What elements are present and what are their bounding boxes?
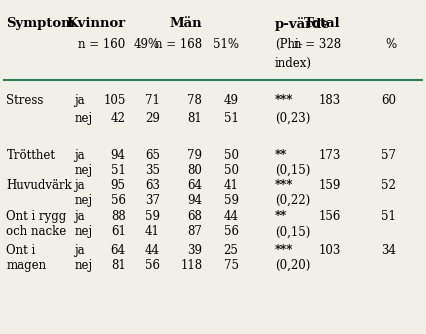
Text: 173: 173	[318, 149, 341, 162]
Text: Huvudvärk: Huvudvärk	[6, 179, 72, 192]
Text: 34: 34	[381, 244, 396, 257]
Text: 88: 88	[111, 210, 126, 223]
Text: ja: ja	[75, 149, 85, 162]
Text: magen: magen	[6, 259, 46, 272]
Text: 79: 79	[187, 149, 202, 162]
Text: 81: 81	[187, 112, 202, 125]
Text: ja: ja	[75, 244, 85, 257]
Text: 80: 80	[187, 164, 202, 177]
Text: 51: 51	[381, 210, 396, 223]
Text: ja: ja	[75, 94, 85, 107]
Text: Symptom: Symptom	[6, 17, 75, 30]
Text: 159: 159	[318, 179, 341, 192]
Text: ***: ***	[275, 244, 293, 257]
Text: Total: Total	[304, 17, 341, 30]
Text: Ont i: Ont i	[6, 244, 36, 257]
Text: p-värde: p-värde	[275, 17, 331, 31]
Text: index): index)	[275, 57, 312, 70]
Text: 51: 51	[224, 112, 239, 125]
Text: 78: 78	[187, 94, 202, 107]
Text: 59: 59	[145, 210, 160, 223]
Text: 56: 56	[224, 225, 239, 238]
Text: 39: 39	[187, 244, 202, 257]
Text: **: **	[275, 210, 287, 223]
Text: nej: nej	[75, 164, 93, 177]
Text: n = 168: n = 168	[155, 38, 202, 51]
Text: Män: Män	[170, 17, 202, 30]
Text: 56: 56	[111, 194, 126, 207]
Text: 105: 105	[103, 94, 126, 107]
Text: **: **	[275, 149, 287, 162]
Text: 41: 41	[145, 225, 160, 238]
Text: 118: 118	[180, 259, 202, 272]
Text: Stress: Stress	[6, 94, 44, 107]
Text: (0,15): (0,15)	[275, 225, 310, 238]
Text: 95: 95	[111, 179, 126, 192]
Text: 50: 50	[224, 164, 239, 177]
Text: 49%: 49%	[134, 38, 160, 51]
Text: 61: 61	[111, 225, 126, 238]
Text: 57: 57	[381, 149, 396, 162]
Text: (0,23): (0,23)	[275, 112, 310, 125]
Text: ***: ***	[275, 179, 293, 192]
Text: 29: 29	[145, 112, 160, 125]
Text: n = 160: n = 160	[78, 38, 126, 51]
Text: 156: 156	[318, 210, 341, 223]
Text: (0,20): (0,20)	[275, 259, 310, 272]
Text: och nacke: och nacke	[6, 225, 66, 238]
Text: ***: ***	[275, 94, 293, 107]
Text: 52: 52	[381, 179, 396, 192]
Text: 51%: 51%	[213, 38, 239, 51]
Text: 63: 63	[145, 179, 160, 192]
Text: 44: 44	[224, 210, 239, 223]
Text: 183: 183	[319, 94, 341, 107]
Text: 50: 50	[224, 149, 239, 162]
Text: 64: 64	[111, 244, 126, 257]
Text: 41: 41	[224, 179, 239, 192]
Text: (Phi-: (Phi-	[275, 38, 302, 51]
Text: 71: 71	[145, 94, 160, 107]
Text: 94: 94	[187, 194, 202, 207]
Text: Ont i rygg: Ont i rygg	[6, 210, 66, 223]
Text: nej: nej	[75, 194, 93, 207]
Text: 59: 59	[224, 194, 239, 207]
Text: nej: nej	[75, 225, 93, 238]
Text: 81: 81	[111, 259, 126, 272]
Text: 49: 49	[224, 94, 239, 107]
Text: %: %	[385, 38, 396, 51]
Text: 42: 42	[111, 112, 126, 125]
Text: Kvinnor: Kvinnor	[66, 17, 126, 30]
Text: 51: 51	[111, 164, 126, 177]
Text: 103: 103	[318, 244, 341, 257]
Text: 25: 25	[224, 244, 239, 257]
Text: 60: 60	[381, 94, 396, 107]
Text: 44: 44	[145, 244, 160, 257]
Text: 37: 37	[145, 194, 160, 207]
Text: 94: 94	[111, 149, 126, 162]
Text: 75: 75	[224, 259, 239, 272]
Text: (0,22): (0,22)	[275, 194, 310, 207]
Text: ja: ja	[75, 179, 85, 192]
Text: 56: 56	[145, 259, 160, 272]
Text: 68: 68	[187, 210, 202, 223]
Text: nej: nej	[75, 259, 93, 272]
Text: 35: 35	[145, 164, 160, 177]
Text: Trötthet: Trötthet	[6, 149, 55, 162]
Text: n = 328: n = 328	[294, 38, 341, 51]
Text: 87: 87	[187, 225, 202, 238]
Text: ja: ja	[75, 210, 85, 223]
Text: 64: 64	[187, 179, 202, 192]
Text: (0,15): (0,15)	[275, 164, 310, 177]
Text: nej: nej	[75, 112, 93, 125]
Text: 65: 65	[145, 149, 160, 162]
